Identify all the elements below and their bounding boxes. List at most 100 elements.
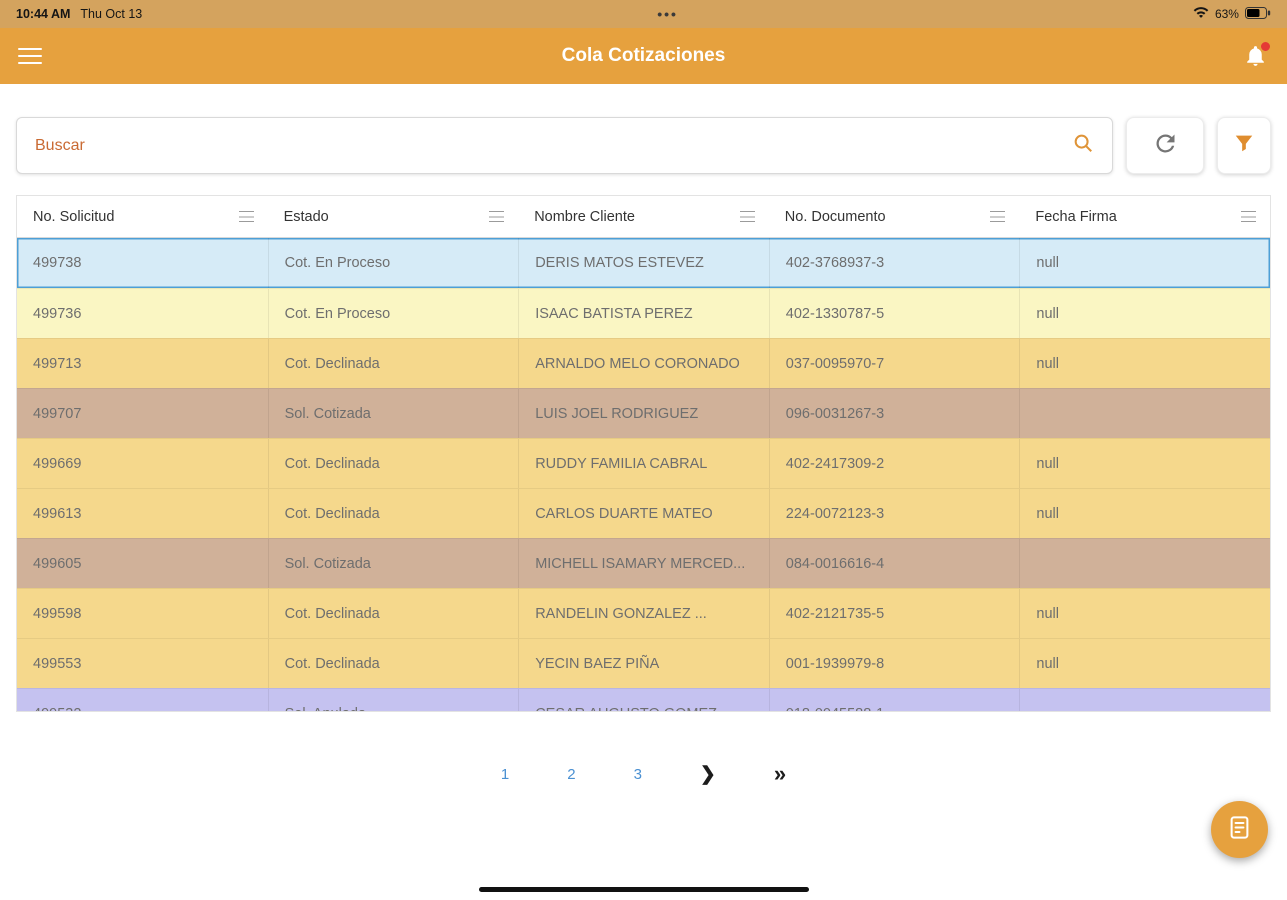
menu-icon[interactable]: [18, 43, 42, 68]
cell-cliente: LUIS JOEL RODRIGUEZ: [518, 389, 769, 438]
cell-estado: Cot. Declinada: [267, 639, 519, 688]
column-header-estado[interactable]: Estado: [268, 196, 519, 237]
table-row[interactable]: 499605 Sol. Cotizada MICHELL ISAMARY MER…: [17, 538, 1270, 588]
table-row[interactable]: 499707 Sol. Cotizada LUIS JOEL RODRIGUEZ…: [17, 388, 1270, 438]
cell-documento: 037-0095970-7: [768, 339, 1020, 388]
table-row[interactable]: 499736 Cot. En Proceso ISAAC BATISTA PER…: [17, 288, 1270, 338]
cell-documento: 402-1330787-5: [768, 289, 1020, 338]
table-row[interactable]: 499532 Sol. Anulada CESAR AUGUSTO GOMEZ.…: [17, 688, 1270, 711]
page-1-link[interactable]: 1: [500, 765, 510, 783]
column-menu-icon[interactable]: [489, 211, 505, 222]
cell-cliente: RUDDY FAMILIA CABRAL: [518, 439, 769, 488]
filter-button[interactable]: [1217, 117, 1271, 174]
cell-estado: Cot. Declinada: [267, 489, 519, 538]
cell-documento: 001-1939979-8: [768, 639, 1020, 688]
cell-estado: Cot. Declinada: [267, 439, 519, 488]
cell-solicitud: 499553: [33, 655, 82, 672]
column-menu-icon[interactable]: [238, 211, 254, 222]
column-menu-icon[interactable]: [739, 211, 755, 222]
new-quote-fab[interactable]: [1211, 801, 1268, 858]
bell-icon: [1243, 46, 1268, 72]
cell-fecha: [1019, 389, 1270, 438]
battery-percent: 63%: [1214, 7, 1239, 21]
cell-solicitud: 499598: [33, 605, 82, 622]
cell-fecha: null: [1019, 589, 1270, 638]
status-left: 10:44 AM Thu Oct 13: [16, 7, 142, 21]
next-page-icon[interactable]: ❯: [699, 763, 716, 785]
column-header-fecha[interactable]: Fecha Firma: [1019, 196, 1270, 237]
cell-estado: Cot. En Proceso: [267, 289, 519, 338]
cell-cliente: CARLOS DUARTE MATEO: [518, 489, 769, 538]
table-row[interactable]: 499553 Cot. Declinada YECIN BAEZ PIÑA 00…: [17, 638, 1270, 688]
cell-fecha: null: [1019, 489, 1270, 538]
status-right: 63%: [1193, 6, 1271, 22]
cell-cliente: ISAAC BATISTA PEREZ: [518, 289, 769, 338]
cell-cliente: MICHELL ISAMARY MERCED...: [518, 539, 769, 588]
cell-estado: Cot. Declinada: [267, 339, 519, 388]
cell-cliente: RANDELIN GONZALEZ ...: [518, 589, 769, 638]
table-row[interactable]: 499713 Cot. Declinada ARNALDO MELO CORON…: [17, 338, 1270, 388]
home-indicator[interactable]: [478, 887, 809, 892]
date: Thu Oct 13: [80, 7, 143, 21]
cell-cliente: CESAR AUGUSTO GOMEZ...: [518, 689, 769, 711]
cell-documento: 018-0045588-1: [768, 689, 1020, 711]
cell-fecha: null: [1019, 289, 1270, 338]
status-ellipsis: •••: [657, 6, 678, 22]
cell-solicitud: 499669: [33, 455, 82, 472]
column-header-documento[interactable]: No. Documento: [769, 196, 1020, 237]
quotes-table: No. Solicitud Estado Nombre Cliente No. …: [16, 195, 1271, 712]
page-title: Cola Cotizaciones: [561, 45, 726, 66]
battery-icon: [1244, 6, 1271, 22]
last-page-icon[interactable]: »: [773, 761, 787, 786]
search-box[interactable]: [16, 117, 1113, 174]
cell-cliente: DERIS MATOS ESTEVEZ: [518, 238, 769, 288]
column-label: Nombre Cliente: [534, 208, 635, 225]
cell-documento: 402-3768937-3: [768, 238, 1020, 288]
table-body: 499738 Cot. En Proceso DERIS MATOS ESTEV…: [17, 238, 1270, 711]
table-row[interactable]: 499598 Cot. Declinada RANDELIN GONZALEZ …: [17, 588, 1270, 638]
cell-solicitud: 499736: [33, 305, 82, 322]
cell-fecha: null: [1019, 439, 1270, 488]
column-menu-icon[interactable]: [990, 211, 1006, 222]
table-header: No. Solicitud Estado Nombre Cliente No. …: [17, 196, 1270, 238]
cell-estado: Cot. En Proceso: [267, 238, 519, 288]
clock: 10:44 AM: [16, 7, 71, 21]
cell-fecha: [1019, 689, 1270, 711]
cell-documento: 402-2121735-5: [768, 589, 1020, 638]
refresh-button[interactable]: [1126, 117, 1204, 174]
cell-solicitud: 499713: [33, 355, 82, 372]
notifications-button[interactable]: [1243, 41, 1271, 72]
table-row[interactable]: 499738 Cot. En Proceso DERIS MATOS ESTEV…: [17, 238, 1270, 288]
column-header-solicitud[interactable]: No. Solicitud: [17, 196, 268, 237]
cell-cliente: YECIN BAEZ PIÑA: [518, 639, 769, 688]
cell-documento: 224-0072123-3: [768, 489, 1020, 538]
page-2-link[interactable]: 2: [567, 765, 576, 783]
cell-estado: Cot. Declinada: [267, 589, 519, 638]
column-label: Fecha Firma: [1035, 208, 1117, 225]
column-menu-icon[interactable]: [1241, 211, 1256, 222]
page-3-link[interactable]: 3: [633, 765, 642, 783]
cell-solicitud: 499738: [33, 255, 82, 271]
search-input[interactable]: [35, 136, 1072, 155]
table-row[interactable]: 499669 Cot. Declinada RUDDY FAMILIA CABR…: [17, 438, 1270, 488]
cell-estado: Sol. Cotizada: [267, 539, 519, 588]
cell-fecha: null: [1019, 639, 1270, 688]
column-header-cliente[interactable]: Nombre Cliente: [518, 196, 769, 237]
column-label: Estado: [283, 208, 329, 225]
cell-fecha: null: [1019, 339, 1270, 388]
table-row[interactable]: 499613 Cot. Declinada CARLOS DUARTE MATE…: [17, 488, 1270, 538]
filter-icon: [1233, 132, 1255, 159]
search-toolbar: [16, 117, 1271, 174]
cell-fecha: null: [1019, 238, 1270, 288]
notification-badge: [1260, 41, 1271, 52]
new-quote-icon: [1226, 814, 1253, 846]
pagination: 1 2 3 ❯ »: [0, 756, 1287, 792]
cell-estado: Sol. Anulada: [267, 689, 519, 711]
refresh-icon: [1152, 130, 1179, 162]
app-bar: Cola Cotizaciones: [0, 28, 1287, 84]
search-icon[interactable]: [1072, 132, 1094, 159]
column-label: No. Documento: [784, 208, 886, 225]
status-bar: 10:44 AM Thu Oct 13 ••• 63%: [0, 0, 1287, 28]
cell-solicitud: 499613: [33, 505, 82, 522]
column-label: No. Solicitud: [33, 208, 115, 225]
